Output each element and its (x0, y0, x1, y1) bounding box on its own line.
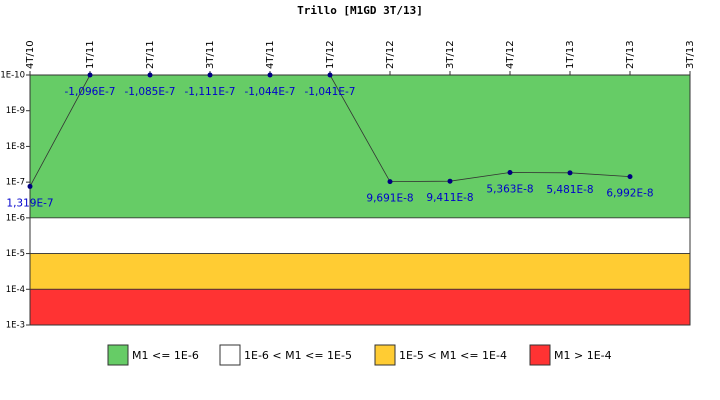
threshold-band (29, 253, 691, 290)
data-label: -1,041E-7 (305, 86, 356, 98)
data-label: -1,044E-7 (245, 86, 296, 98)
x-tick-label: 1T/12 (325, 40, 336, 69)
legend-swatch (219, 344, 241, 366)
data-point (627, 174, 633, 180)
x-tick-label: 1T/11 (85, 40, 96, 69)
data-point (507, 169, 513, 175)
plot-frame (29, 74, 691, 326)
data-label: -1,111E-7 (185, 86, 236, 98)
x-tick-label: 2T/11 (145, 40, 156, 69)
data-point (567, 170, 573, 176)
x-tick-label: 4T/10 (25, 40, 36, 69)
data-point (387, 179, 393, 185)
y-tick-label: 1E-9 (6, 106, 25, 116)
y-tick-label: 1E-8 (6, 142, 25, 152)
data-label: -1,096E-7 (65, 86, 116, 98)
y-tick-label: 1E-7 (6, 178, 25, 188)
data-label: 5,363E-8 (486, 183, 533, 195)
data-label: 9,691E-8 (366, 193, 413, 205)
y-tick-label: 1E-4 (6, 285, 25, 295)
legend-item: 1E-6 < M1 <= 1E-5 (219, 344, 352, 366)
legend-item: M1 > 1E-4 (529, 344, 612, 366)
y-tick-label: 1E-10 (0, 71, 25, 81)
y-tick-label: 1E-5 (6, 249, 25, 259)
data-point (87, 72, 93, 78)
chart-title: Trillo [M1GD 3T/13] (297, 4, 423, 17)
legend-swatch (529, 344, 551, 366)
legend-item: M1 <= 1E-6 (107, 344, 199, 366)
data-label: 9,411E-8 (426, 192, 473, 204)
legend-label: 1E-5 < M1 <= 1E-4 (399, 349, 507, 362)
x-tick-label: 3T/11 (205, 40, 216, 69)
y-tick-label: 1E-3 (6, 321, 25, 331)
data-point (267, 72, 273, 78)
data-label: 6,992E-8 (606, 188, 653, 200)
x-tick-label: 4T/11 (265, 40, 276, 69)
data-label: 1,319E-7 (6, 197, 53, 209)
legend-label: M1 <= 1E-6 (132, 349, 199, 362)
y-tick-label: 1E-6 (6, 213, 25, 223)
data-label: 5,481E-8 (546, 184, 593, 196)
threshold-band (29, 74, 691, 219)
legend-label: 1E-6 < M1 <= 1E-5 (244, 349, 352, 362)
x-tick-label: 2T/12 (385, 40, 396, 69)
data-point (447, 178, 453, 184)
legend-item: 1E-5 < M1 <= 1E-4 (374, 344, 507, 366)
x-tick-label: 4T/12 (505, 40, 516, 69)
x-tick-label: 3T/12 (445, 40, 456, 69)
threshold-band (29, 217, 691, 254)
data-point (147, 72, 153, 78)
threshold-band (29, 288, 691, 326)
data-point (27, 183, 33, 189)
legend-label: M1 > 1E-4 (554, 349, 612, 362)
x-tick-label: 2T/13 (625, 40, 636, 69)
legend-swatch (374, 344, 396, 366)
data-label: -1,085E-7 (125, 86, 176, 98)
data-point (327, 72, 333, 78)
legend-swatch (107, 344, 129, 366)
data-point (207, 72, 213, 78)
x-tick-label: 1T/13 (565, 40, 576, 69)
x-tick-label: 3T/13 (685, 40, 696, 69)
